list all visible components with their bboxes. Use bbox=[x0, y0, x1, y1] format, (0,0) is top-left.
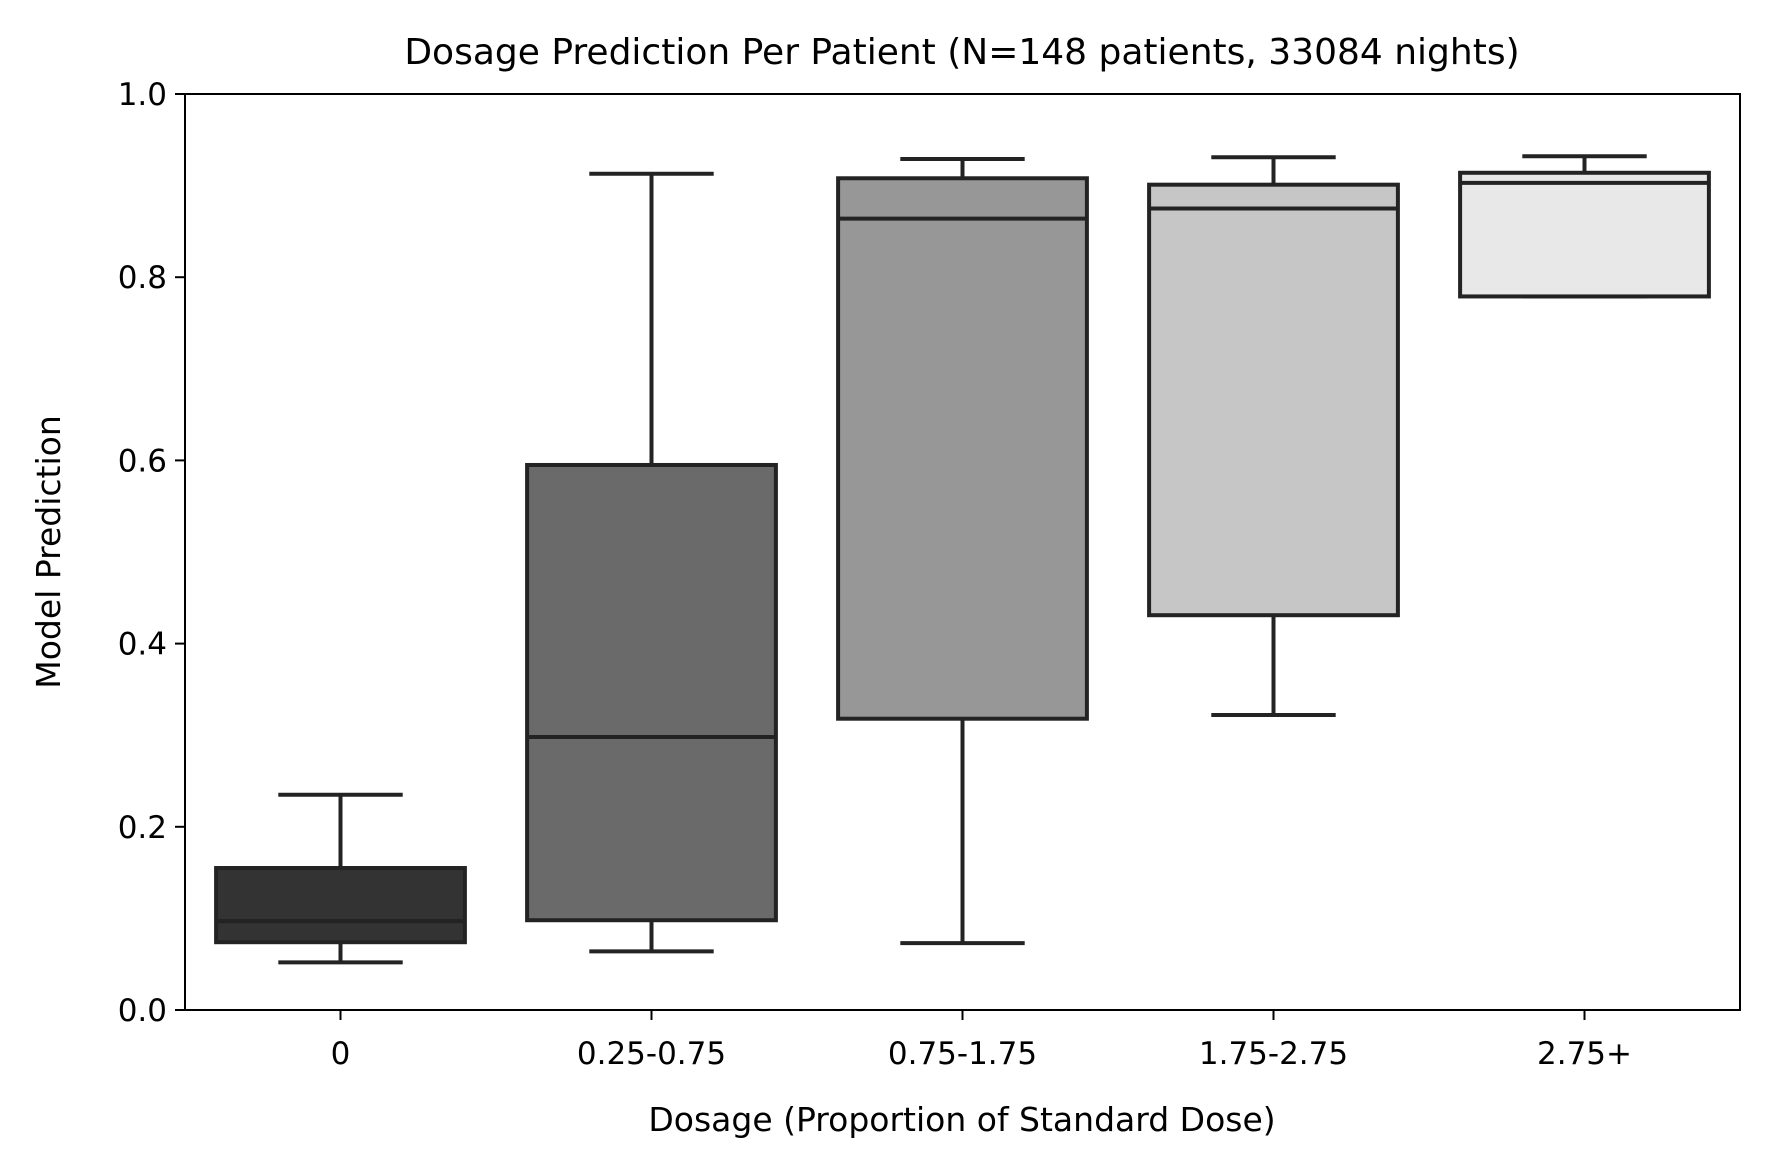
y-tick-label: 0.4 bbox=[118, 627, 167, 663]
box-1 bbox=[214, 866, 467, 945]
y-tick-label: 0.2 bbox=[118, 810, 167, 846]
x-axis-title: Dosage (Proportion of Standard Dose) bbox=[648, 1100, 1275, 1139]
box-2 bbox=[525, 462, 778, 923]
y-axis-title: Model Prediction bbox=[29, 415, 68, 689]
y-tick-label: 0.0 bbox=[118, 993, 167, 1029]
plot-frame bbox=[184, 93, 1741, 1011]
box-5 bbox=[1458, 170, 1711, 299]
box-3 bbox=[836, 176, 1089, 721]
plot-area: 0.0 0.2 0.4 0.6 0.8 1.0 0 0.25-0.75 0.75-1.75 1.7… bbox=[118, 77, 1711, 1072]
y-tick-label: 0.6 bbox=[118, 443, 167, 479]
x-tick-label: 1.75-2.75 bbox=[1199, 1036, 1348, 1072]
chart-title: Dosage Prediction Per Patient (N=148 pat… bbox=[404, 32, 1519, 73]
x-tick-label: 2.75+ bbox=[1537, 1036, 1632, 1072]
box-4 bbox=[1147, 182, 1400, 618]
x-tick-label: 0.75-1.75 bbox=[888, 1036, 1037, 1072]
y-tick-label: 1.0 bbox=[118, 77, 167, 113]
x-tick-label: 0 bbox=[331, 1036, 351, 1072]
x-tick-label: 0.25-0.75 bbox=[577, 1036, 726, 1072]
y-tick-label: 0.8 bbox=[118, 260, 167, 296]
